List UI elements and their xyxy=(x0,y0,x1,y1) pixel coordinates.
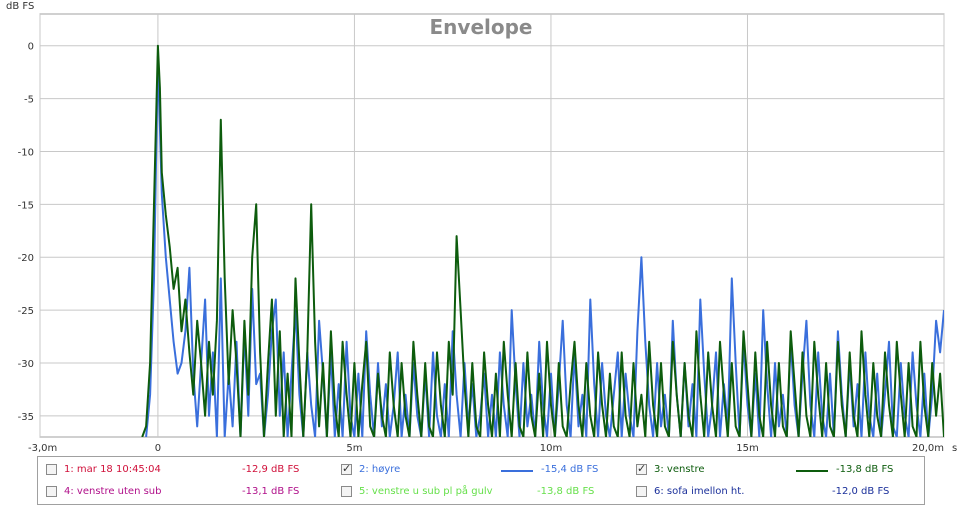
y-tick-label: -20 xyxy=(18,253,34,264)
legend-checkbox[interactable] xyxy=(46,486,57,497)
legend-value: -12,0 dB FS xyxy=(832,486,890,497)
legend-label: 4: venstre uten sub xyxy=(64,486,162,497)
x-tick-label: 0 xyxy=(155,443,161,454)
envelope-chart: 0 -5 -10 -15 -20 -25 -30 -35 -3,0m 0 5m 10m 15m 20,0… xyxy=(6,1,957,454)
y-tick-label: -15 xyxy=(18,200,34,211)
legend-label: 6: sofa imellon ht. xyxy=(654,486,745,497)
y-tick-labels: 0 -5 -10 -15 -20 -25 -30 -35 xyxy=(18,42,34,423)
legend-checkbox[interactable] xyxy=(636,462,647,475)
legend-label: 1: mar 18 10:45:04 xyxy=(64,464,161,475)
legend-value: -13,1 dB FS xyxy=(242,486,300,497)
y-tick-label: -5 xyxy=(24,95,34,106)
legend-label: 5: venstre u sub pl på gulv xyxy=(359,486,493,497)
x-tick-label: 20,0m xyxy=(912,443,944,454)
x-axis-unit: s xyxy=(952,443,957,454)
y-tick-label: -30 xyxy=(18,359,34,370)
legend-label: 3: venstre xyxy=(654,464,705,475)
x-tick-label: -3,0m xyxy=(28,443,57,454)
y-tick-label: -35 xyxy=(18,412,34,423)
y-tick-label: -10 xyxy=(18,147,34,158)
y-tick-label: -25 xyxy=(18,306,34,317)
legend-checkbox[interactable] xyxy=(46,464,57,475)
legend-checkbox[interactable] xyxy=(636,486,647,497)
y-tick-label: 0 xyxy=(28,42,34,53)
legend-line-swatch xyxy=(501,470,533,472)
x-tick-label: 10m xyxy=(540,443,562,454)
legend-checkbox[interactable] xyxy=(341,486,352,497)
legend: 1: mar 18 10:45:04 -12,9 dB FS 2: høyre -15… xyxy=(37,456,925,505)
legend-value: -12,9 dB FS xyxy=(242,464,300,475)
series-lines xyxy=(141,44,944,437)
x-tick-label: 5m xyxy=(346,443,362,454)
chart-title: Envelope xyxy=(430,15,533,39)
x-tick-label: 15m xyxy=(736,443,758,454)
x-tick-labels: -3,0m 0 5m 10m 15m 20,0m xyxy=(28,443,944,454)
legend-checkbox[interactable] xyxy=(341,462,352,475)
y-axis-unit: dB FS xyxy=(6,1,34,12)
legend-label: 2: høyre xyxy=(359,464,401,475)
legend-value: -13,8 dB FS xyxy=(537,486,595,497)
legend-line-swatch xyxy=(796,470,828,472)
legend-value: -13,8 dB FS xyxy=(836,464,894,475)
legend-value: -15,4 dB FS xyxy=(541,464,599,475)
series-line-3-venstre xyxy=(141,44,944,437)
